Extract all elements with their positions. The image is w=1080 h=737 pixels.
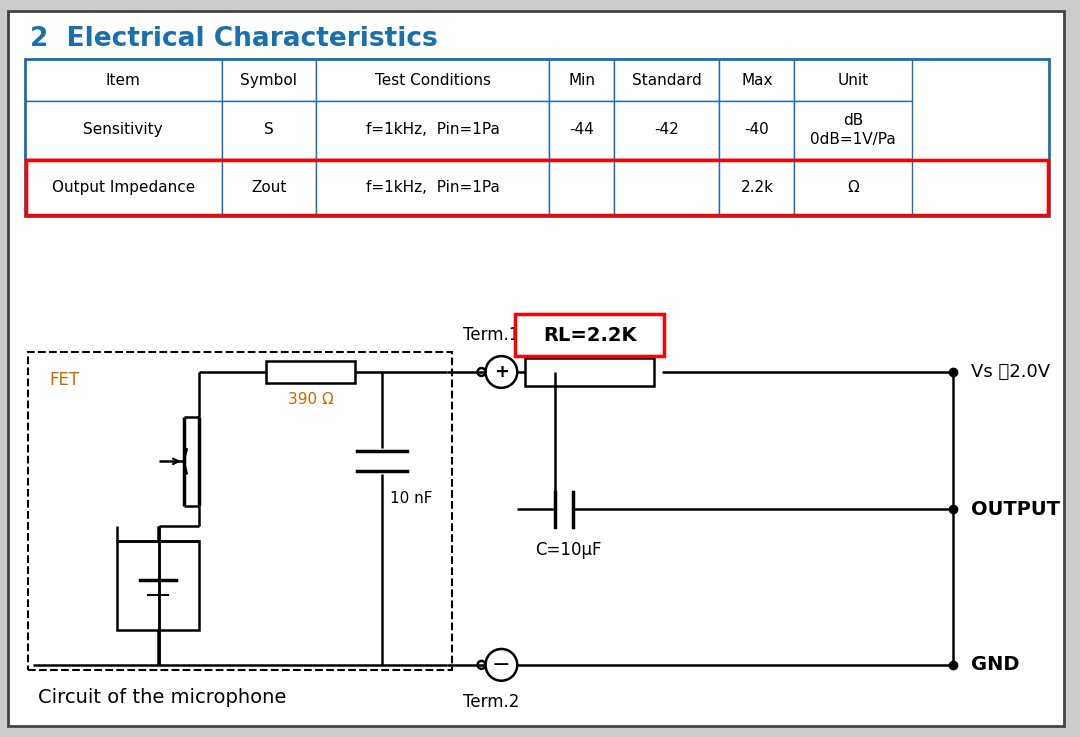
Text: f=1kHz,  Pin=1Pa: f=1kHz, Pin=1Pa [366, 122, 500, 137]
Bar [25, 101, 221, 158]
Text: Term.1: Term.1 [463, 326, 519, 344]
Text: Circuit of the microphone: Circuit of the microphone [38, 688, 286, 707]
Bar [719, 158, 794, 216]
Bar [315, 59, 550, 101]
Text: f=1kHz,  Pin=1Pa: f=1kHz, Pin=1Pa [366, 180, 500, 195]
Bar [25, 59, 1050, 216]
Bar [28, 352, 451, 670]
Bar [221, 101, 315, 158]
Text: Zout: Zout [251, 180, 286, 195]
Bar [25, 59, 221, 101]
Text: Symbol: Symbol [240, 72, 297, 88]
Text: Sensitivity: Sensitivity [83, 122, 163, 137]
Bar [550, 59, 613, 101]
Bar [515, 315, 664, 356]
Bar [25, 158, 221, 216]
Bar [315, 101, 550, 158]
Text: 390 Ω: 390 Ω [288, 392, 334, 407]
Bar [550, 101, 613, 158]
Bar [719, 101, 794, 158]
Text: S: S [264, 122, 273, 137]
Text: Ω: Ω [848, 180, 859, 195]
Text: OUTPUT: OUTPUT [971, 500, 1059, 519]
Bar [550, 158, 613, 216]
Text: -44: -44 [569, 122, 594, 137]
Text: -40: -40 [744, 122, 769, 137]
Text: +: + [494, 363, 509, 381]
Bar [613, 158, 719, 216]
Text: −: − [492, 655, 511, 675]
Text: Vs ␁2.0V: Vs ␁2.0V [971, 363, 1050, 381]
Bar [525, 358, 654, 386]
Text: FET: FET [50, 371, 80, 389]
Text: Test Conditions: Test Conditions [375, 72, 490, 88]
Bar [221, 59, 315, 101]
Text: GND: GND [971, 655, 1020, 674]
Bar [613, 59, 719, 101]
Text: Output Impedance: Output Impedance [52, 180, 194, 195]
Text: C=10μF: C=10μF [535, 541, 602, 559]
Text: Unit: Unit [838, 72, 868, 88]
Bar [794, 101, 913, 158]
Text: 10 nF: 10 nF [390, 491, 433, 506]
Text: 2  Electrical Characteristics: 2 Electrical Characteristics [30, 27, 437, 52]
Text: Term.2: Term.2 [463, 693, 519, 710]
Text: dB
0dB=1V/Pa: dB 0dB=1V/Pa [810, 113, 896, 147]
Text: 2.2k: 2.2k [741, 180, 773, 195]
Text: -42: -42 [654, 122, 679, 137]
Bar [117, 541, 199, 630]
Bar [315, 158, 550, 216]
Text: RL=2.2K: RL=2.2K [543, 326, 636, 345]
Bar [794, 158, 913, 216]
Bar [26, 159, 1049, 215]
Bar [266, 361, 355, 383]
Text: Min: Min [568, 72, 595, 88]
Text: Max: Max [741, 72, 772, 88]
Bar [613, 101, 719, 158]
Bar [794, 59, 913, 101]
Bar [719, 59, 794, 101]
Bar [221, 158, 315, 216]
Text: Item: Item [106, 72, 140, 88]
Text: Standard: Standard [632, 72, 702, 88]
